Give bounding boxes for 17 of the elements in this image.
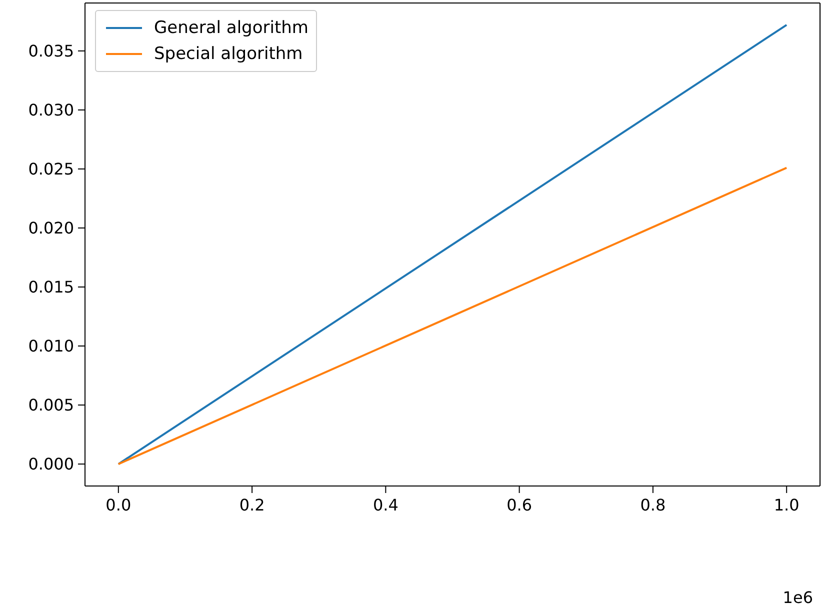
legend-label: General algorithm xyxy=(154,18,308,38)
x-tick-label: 1.0 xyxy=(774,495,800,514)
text: 1e6 xyxy=(782,588,813,607)
y-tick-label: 0.000 xyxy=(28,454,74,474)
x-tick-label: 0.0 xyxy=(106,495,132,514)
x-tick-label: 0.2 xyxy=(239,495,265,514)
y-tick-label: 0.020 xyxy=(28,218,74,238)
y-tick-label: 0.005 xyxy=(28,396,74,415)
y-tick-label: 0.035 xyxy=(28,42,74,61)
legend-label: Special algorithm xyxy=(154,44,303,64)
x-tick-label: 0.8 xyxy=(640,495,666,514)
x-tick-label: 0.4 xyxy=(372,495,398,514)
y-tick-label: 0.025 xyxy=(28,160,74,179)
y-tick-label: 0.030 xyxy=(28,100,74,120)
x-tick-label: 0.6 xyxy=(506,495,532,514)
y-tick-label: 0.015 xyxy=(28,278,74,297)
y-tick-label: 0.010 xyxy=(28,336,74,356)
